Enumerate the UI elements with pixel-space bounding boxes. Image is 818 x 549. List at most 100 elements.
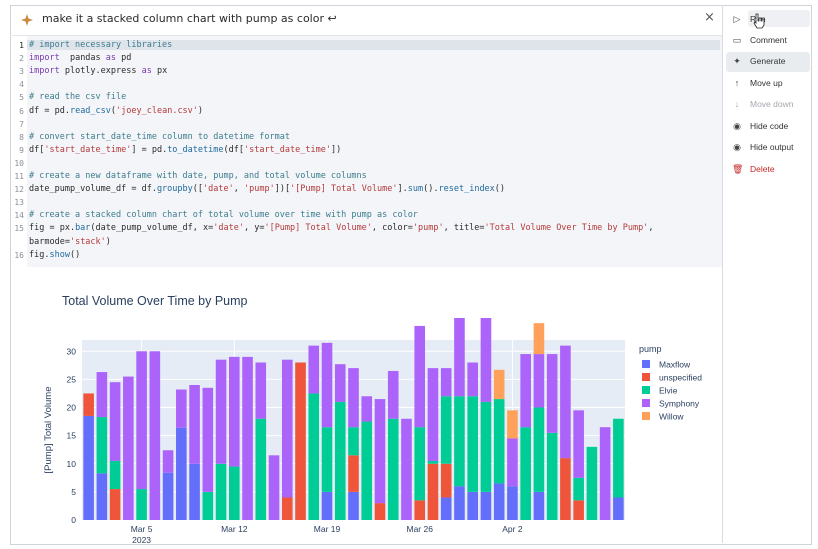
menu-item-label: Hide code (750, 121, 789, 131)
arrow-up-icon: ↑ (734, 78, 740, 88)
bar-segment-willow (507, 410, 518, 439)
bar-segment-symphony (109, 382, 121, 461)
code-token: px (151, 66, 168, 77)
legend-swatch (642, 360, 650, 368)
line-number: 6 (19, 106, 24, 116)
code-token: , (233, 184, 244, 195)
y-tick-label: 30 (67, 346, 77, 356)
code-token: '[Pump] Total Volume' (264, 223, 372, 234)
code-token: ] = pd. (131, 144, 168, 155)
bar-segment-elvie (202, 491, 214, 520)
x-tick-label: Mar 5 (131, 524, 153, 534)
code-token: ])[ (274, 184, 291, 195)
bar-segment-elvie (321, 427, 333, 492)
code-editor[interactable]: 1 2 3 4 5 6 7 8 9 10 11 12 13 14 15 16 # import necessa… (11, 36, 722, 267)
code-line[interactable]: import plotly.express as px (29, 66, 167, 76)
code-token: date_pump_volume_df = df. (29, 184, 157, 195)
line-number: 13 (14, 198, 24, 208)
menu-item-comment[interactable]: ▭ Comment (726, 31, 810, 51)
code-token: , (648, 223, 654, 234)
bar-segment-unspecified (374, 503, 386, 520)
code-token: fig = px. (29, 223, 76, 234)
bar-segment-symphony (401, 418, 412, 520)
eye-icon: ◉ (733, 121, 741, 131)
line-number: 15 (14, 224, 24, 234)
code-token: (df[ (223, 144, 244, 155)
bar-segment-maxflow (189, 463, 200, 520)
code-token: fig. (29, 249, 50, 260)
arrow-down-icon: ↓ (734, 99, 740, 109)
menu-item-label: Hide output (750, 142, 794, 152)
menu-item-label: Move up (750, 78, 783, 88)
bar-segment-elvie (215, 463, 227, 520)
bar-segment-symphony (189, 385, 200, 464)
bar-segment-symphony (573, 410, 584, 478)
chart-title: Total Volume Over Time by Pump (62, 294, 248, 308)
bar-segment-symphony (321, 342, 333, 428)
bar-segment-symphony (348, 368, 359, 428)
bar-segment-symphony (414, 325, 426, 428)
code-token: 'date' (203, 184, 234, 195)
code-line[interactable]: # import necessary libraries (27, 40, 720, 50)
bar-segment-symphony (546, 354, 558, 433)
menu-item-hide-code[interactable]: ◉ Hide code (726, 117, 810, 137)
code-token: pd (116, 53, 132, 64)
bar-segment-symphony (480, 318, 492, 402)
bar-segment-elvie (109, 460, 121, 490)
code-line[interactable]: df['start_date_time'] = pd.to_datetime(d… (29, 145, 341, 155)
menu-item-hide-output[interactable]: ◉ Hide output (726, 138, 810, 158)
bar-segment-symphony (202, 387, 214, 492)
menu-item-run[interactable]: ▷Run (726, 10, 810, 30)
bar-segment-maxflow (533, 491, 545, 520)
sparkle-icon: ✦ (733, 56, 741, 66)
code-line[interactable]: fig.show() (29, 250, 80, 260)
bar-segment-elvie (96, 417, 108, 474)
code-line[interactable]: # read the csv file (29, 92, 126, 102)
trash-icon: 🗑 (732, 164, 744, 174)
code-area[interactable]: # import necessary libraries import panda… (27, 36, 722, 267)
line-number: 4 (19, 80, 24, 90)
code-line[interactable]: # create a new dataframe with date, pump… (29, 171, 367, 181)
code-token: ) (105, 236, 111, 247)
prompt-text[interactable]: make it a stacked column chart with pump… (42, 12, 337, 25)
code-token: , title= (443, 223, 485, 234)
y-tick-label: 20 (67, 403, 77, 413)
bar-segment-elvie (387, 418, 399, 520)
bar-segment-unspecified (281, 497, 293, 520)
menu-item-move-up[interactable]: ↑ Move up (726, 74, 810, 94)
code-line[interactable]: # create a stacked column chart of total… (29, 210, 418, 220)
code-token: '[Pump] Total Volume' (290, 184, 398, 195)
play-icon: ▷ (733, 14, 741, 24)
close-button[interactable]: × (704, 10, 715, 25)
code-token: df = pd. (29, 105, 70, 116)
menu-item-label: Comment (750, 35, 787, 45)
bar-segment-unspecified (83, 393, 94, 416)
x-tick-label: Mar 19 (314, 524, 341, 534)
code-line[interactable]: barmode='stack') (29, 237, 111, 247)
line-number: 8 (19, 132, 24, 142)
code-line[interactable]: date_pump_volume_df = df.groupby(['date'… (29, 184, 505, 194)
bar-segment-symphony (599, 427, 611, 520)
bar-segment-elvie (334, 401, 346, 520)
menu-item-generate[interactable]: ✦ Generate (726, 52, 810, 72)
code-line[interactable]: # convert start_date_time column to date… (29, 132, 290, 142)
code-line[interactable]: import pandas as pd (29, 53, 131, 63)
menu-item-delete[interactable]: 🗑 Delete (726, 160, 810, 180)
menu-item-label: Delete (750, 164, 775, 174)
bar-segment-symphony (255, 362, 267, 419)
y-axis-title: [Pump] Total Volume (43, 387, 54, 474)
bar-segment-symphony (268, 455, 280, 520)
bar-segment-elvie (546, 432, 558, 520)
bar-segment-symphony (507, 438, 518, 487)
code-token: ([ (192, 184, 204, 195)
bar-segment-symphony (387, 370, 399, 419)
y-tick-label: 5 (71, 487, 76, 497)
bar-segment-unspecified (414, 500, 426, 520)
bar-segment-maxflow (507, 486, 518, 520)
bar-segment-maxflow (613, 497, 624, 520)
code-line[interactable]: fig = px.bar(date_pump_volume_df, x='dat… (29, 223, 653, 233)
code-line[interactable]: df = pd.read_csv('joey_clean.csv') (29, 106, 203, 116)
legend-label: Symphony (659, 399, 700, 409)
bar-segment-maxflow (162, 472, 174, 520)
bar-segment-elvie (454, 396, 465, 487)
